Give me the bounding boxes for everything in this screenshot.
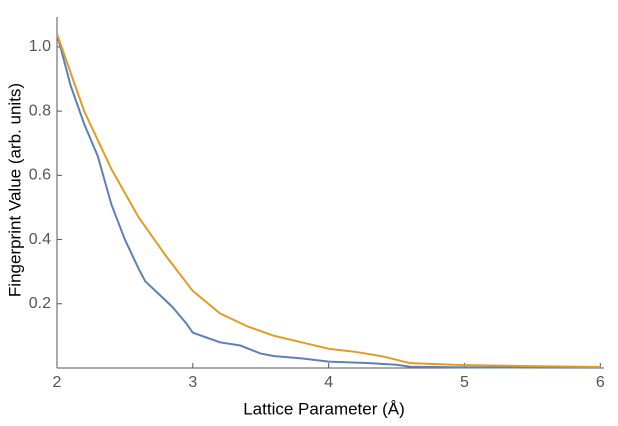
x-tick-label: 4 bbox=[324, 374, 333, 391]
line bbox=[57, 33, 601, 369]
y-axis-label: Fingerprint Value (arb. units) bbox=[5, 83, 24, 297]
y-tick-label: 1.0 bbox=[29, 38, 51, 55]
x-axis-label: Lattice Parameter (Å) bbox=[243, 399, 405, 418]
line bbox=[57, 33, 601, 369]
y-tick-label: 0.2 bbox=[29, 295, 51, 312]
x-tick-label: 3 bbox=[188, 374, 197, 391]
y-tick-label: 0.4 bbox=[29, 231, 51, 248]
x-tick-label: 5 bbox=[460, 374, 469, 391]
y-tick-label: 0.6 bbox=[29, 167, 51, 184]
x-tick-label: 2 bbox=[53, 374, 62, 391]
y-tick-label: 0.8 bbox=[29, 102, 51, 119]
x-tick-label: 6 bbox=[596, 374, 605, 391]
